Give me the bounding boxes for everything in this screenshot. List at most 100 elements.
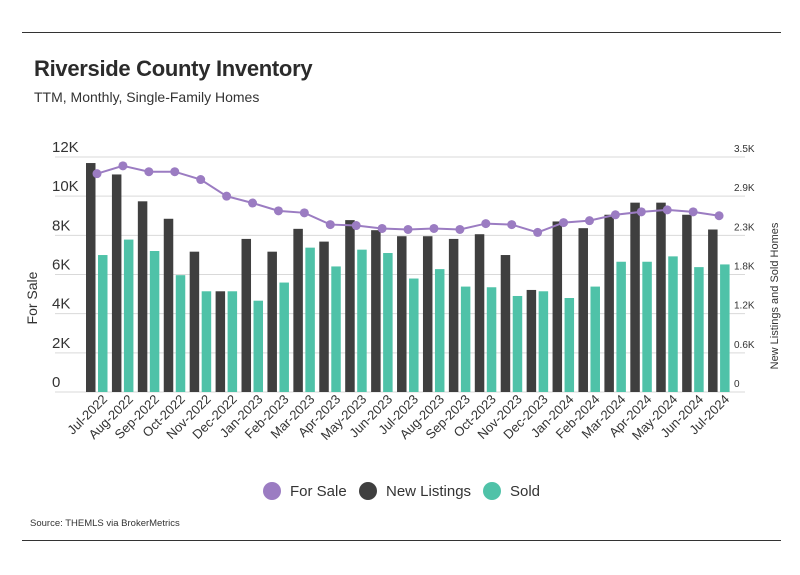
- sold-bar: [253, 300, 264, 392]
- chart-title: Riverside County Inventory: [34, 56, 313, 81]
- for-sale-point: [610, 210, 620, 220]
- right-tick-label: 3.5K: [734, 144, 755, 155]
- new-listings-bar: [422, 236, 433, 392]
- new-listings-bar: [371, 230, 381, 392]
- top-rule: [22, 32, 781, 33]
- sold-bar: [305, 247, 315, 392]
- right-tick-label: 2.9K: [734, 183, 755, 194]
- new-listings-bar: [215, 291, 226, 392]
- new-listings-bar: [682, 214, 692, 392]
- for-sale-point: [688, 207, 698, 217]
- legend: For Sale New Listings Sold: [263, 482, 540, 500]
- for-sale-point: [299, 208, 309, 218]
- left-tick-label: 2K: [52, 335, 70, 352]
- sold-bar: [149, 251, 160, 392]
- new-listings-bar: [86, 163, 96, 392]
- new-listings-bar: [526, 289, 537, 392]
- for-sale-point: [170, 167, 180, 177]
- for-sale-point: [325, 220, 335, 230]
- sold-bar: [564, 298, 575, 392]
- for-sale-point: [118, 161, 128, 171]
- for-sale-point: [196, 175, 206, 185]
- right-tick-label: 0.6K: [734, 340, 755, 351]
- bottom-rule: [22, 540, 781, 541]
- sold-bar: [512, 295, 523, 392]
- for-sale-point: [584, 216, 594, 226]
- new-listings-bar: [293, 228, 303, 392]
- sold-bar: [201, 291, 212, 392]
- sold-bar: [590, 286, 600, 392]
- left-tick-label: 4K: [52, 296, 70, 313]
- sold-bar: [331, 266, 341, 392]
- legend-swatch: [483, 482, 501, 500]
- new-listings-bar: [241, 238, 252, 392]
- for-sale-point: [455, 224, 465, 234]
- new-listings-bar: [500, 255, 511, 392]
- for-sale-point: [559, 218, 569, 228]
- new-listings-bar: [137, 201, 148, 392]
- new-listings-bar: [578, 228, 588, 392]
- left-tick-label: 8K: [52, 217, 70, 234]
- legend-label: Sold: [510, 483, 540, 500]
- source-note: Source: THEMLS via BrokerMetrics: [30, 518, 180, 529]
- new-listings-bar: [630, 202, 640, 392]
- right-tick-label: 1.2K: [734, 301, 755, 312]
- new-listings-bar: [604, 214, 614, 392]
- left-axis-ticks: 0 2K 4K 6K 8K 10K 12K: [52, 139, 79, 391]
- new-listings-bar: [656, 202, 666, 392]
- legend-swatch: [359, 482, 377, 500]
- line-series: [92, 161, 724, 237]
- sold-bar: [98, 255, 108, 392]
- for-sale-point: [429, 223, 439, 233]
- left-tick-label: 12K: [52, 139, 79, 156]
- sold-bar: [123, 239, 134, 392]
- new-listings-bar: [267, 251, 277, 392]
- sold-bar: [694, 267, 704, 392]
- new-listings-bar: [708, 229, 718, 392]
- right-axis-ticks: 0 0.6K 1.2K 1.8K 2.3K 2.9K 3.5K: [734, 144, 755, 390]
- for-sale-point: [636, 207, 646, 217]
- left-tick-label: 10K: [52, 178, 79, 195]
- new-listings-bar: [474, 234, 485, 392]
- for-sale-point: [533, 227, 543, 237]
- sold-bar: [357, 249, 367, 392]
- for-sale-point: [507, 220, 517, 230]
- left-axis-label: For Sale: [24, 271, 40, 324]
- sold-bar: [668, 256, 678, 392]
- new-listings-bar: [319, 241, 329, 392]
- new-listings-bar: [111, 174, 122, 392]
- right-axis-label: New Listings and Sold Homes: [769, 222, 781, 369]
- new-listings-bar: [163, 218, 174, 392]
- sold-bar: [175, 275, 186, 392]
- for-sale-point: [481, 219, 491, 229]
- for-sale-point: [273, 206, 283, 216]
- for-sale-point: [403, 224, 413, 234]
- sold-bar: [538, 291, 549, 392]
- for-sale-point: [351, 221, 361, 231]
- sold-bar: [434, 269, 445, 392]
- legend-label: For Sale: [290, 483, 347, 500]
- sold-bar: [460, 286, 471, 392]
- for-sale-point: [222, 191, 232, 201]
- sold-bar: [486, 287, 497, 392]
- for-sale-point: [248, 198, 258, 208]
- sold-bar: [720, 264, 730, 392]
- bar-series: [86, 163, 730, 392]
- x-axis-ticks: Jul-2022Aug-2022Sep-2022Oct-2022Nov-2022…: [64, 392, 732, 443]
- chart-subtitle: TTM, Monthly, Single-Family Homes: [34, 89, 260, 105]
- for-sale-point: [377, 223, 387, 233]
- legend-label: New Listings: [386, 483, 471, 500]
- right-tick-label: 2.3K: [734, 222, 755, 233]
- sold-bar: [279, 282, 289, 392]
- left-tick-label: 0: [52, 374, 60, 391]
- new-listings-bar: [397, 236, 407, 392]
- for-sale-line: [96, 164, 720, 234]
- new-listings-bar: [345, 220, 355, 392]
- right-tick-label: 1.8K: [734, 262, 755, 273]
- sold-bar: [227, 291, 238, 392]
- for-sale-point: [144, 167, 154, 177]
- for-sale-point: [92, 169, 102, 179]
- for-sale-point: [714, 211, 724, 221]
- sold-bar: [642, 261, 652, 392]
